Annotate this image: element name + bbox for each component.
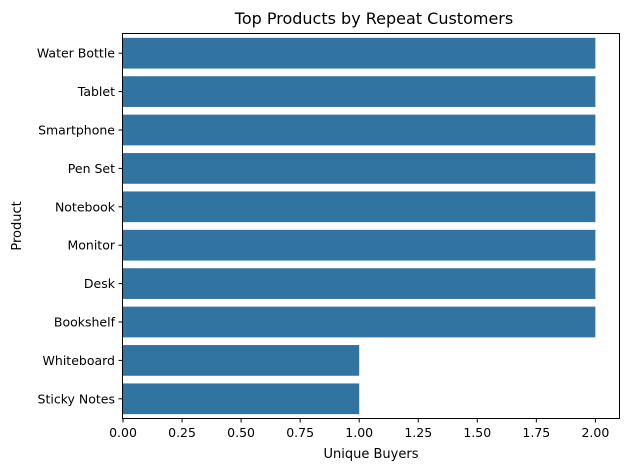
x-tick-label: 0.50 — [227, 425, 255, 440]
x-tick-label: 1.75 — [522, 425, 550, 440]
y-tick-label: Sticky Notes — [38, 391, 115, 406]
bar-desk — [123, 268, 596, 299]
y-tick-label: Whiteboard — [43, 353, 115, 368]
y-tick-label: Desk — [84, 276, 116, 291]
bar-tablet — [123, 76, 596, 107]
x-tick-label: 2.00 — [581, 425, 609, 440]
bar-whiteboard — [123, 345, 360, 376]
y-tick-label: Monitor — [67, 238, 115, 253]
x-tick-label: 1.25 — [404, 425, 432, 440]
y-tick-label: Pen Set — [68, 161, 115, 176]
x-tick-label: 0.75 — [286, 425, 314, 440]
bar-pen-set — [123, 153, 596, 184]
x-tick-label: 0.00 — [109, 425, 137, 440]
x-tick-label: 1.50 — [463, 425, 491, 440]
bar-sticky-notes — [123, 383, 360, 415]
y-tick-label: Bookshelf — [54, 315, 116, 330]
bar-water-bottle — [123, 37, 596, 69]
y-tick-label: Tablet — [77, 84, 115, 99]
y-axis-label: Product — [10, 201, 25, 250]
y-tick-label: Smartphone — [38, 123, 115, 138]
bar-notebook — [123, 191, 596, 223]
bar-monitor — [123, 229, 596, 261]
bar-smartphone — [123, 114, 596, 146]
y-tick-label: Water Bottle — [37, 46, 115, 61]
chart-title: Top Products by Repeat Customers — [234, 9, 513, 28]
plot-frame — [122, 33, 620, 419]
bar-bookshelf — [123, 306, 596, 338]
y-tick-label: Notebook — [55, 199, 116, 214]
x-tick-label: 1.00 — [345, 425, 373, 440]
x-axis-label: Unique Buyers — [324, 447, 419, 462]
x-tick-label: 0.25 — [168, 425, 196, 440]
